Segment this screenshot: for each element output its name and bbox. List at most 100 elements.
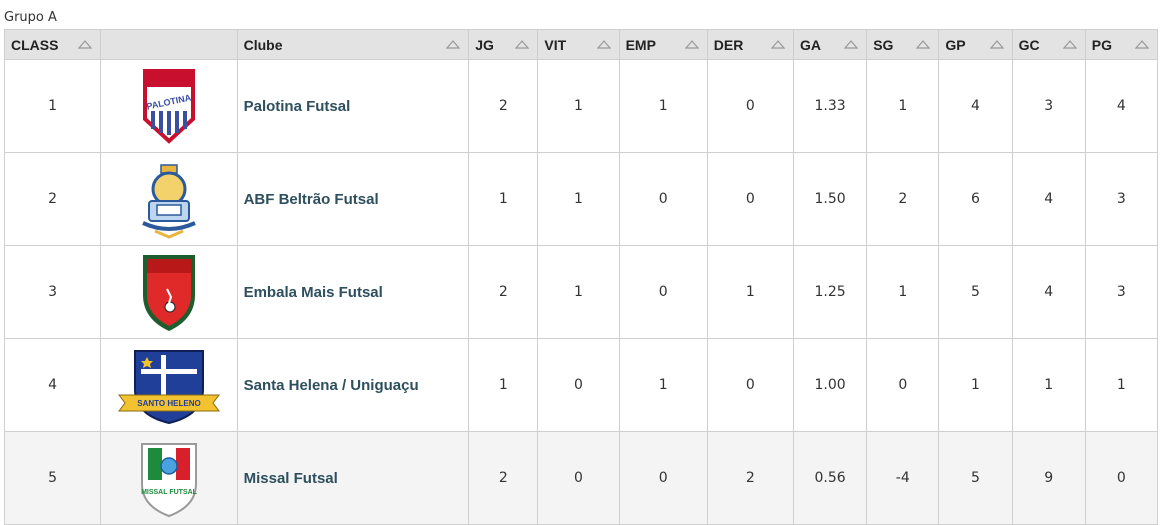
cell-pg: 3 [1084, 245, 1159, 339]
cell-emp: 0 [618, 431, 708, 525]
cell-class: 5 [3, 431, 102, 525]
club-link[interactable]: Missal Futsal [236, 431, 470, 525]
cell-ga: 0.56 [792, 431, 868, 525]
column-header-label: EMP [625, 36, 656, 53]
sort-arrow-icon[interactable] [446, 39, 461, 49]
crest-cell [100, 152, 238, 246]
crest-cell [100, 245, 238, 339]
cell-gp: 5 [938, 431, 1013, 525]
crest-cell: PALOTINA [100, 59, 238, 153]
sort-arrow-icon[interactable] [1062, 39, 1077, 49]
column-header-label: GC [1018, 36, 1040, 53]
column-header-vit[interactable]: VIT [537, 29, 620, 60]
column-header-label: DER [713, 36, 744, 53]
cell-vit: 1 [537, 245, 620, 339]
cell-jg: 1 [468, 152, 539, 246]
cell-pg: 0 [1084, 431, 1159, 525]
column-header-gc[interactable]: GC [1011, 29, 1086, 60]
column-header-label: JG [475, 36, 494, 53]
column-header-gp[interactable]: GP [938, 29, 1013, 60]
santa-helena-crest-icon: SANTO HELENO [117, 350, 220, 425]
sort-arrow-icon[interactable] [78, 39, 93, 49]
palotina-crest-icon: PALOTINA [142, 69, 195, 144]
sort-arrow-icon[interactable] [684, 39, 699, 49]
club-link[interactable]: ABF Beltrão Futsal [236, 152, 470, 246]
cell-jg: 2 [468, 245, 539, 339]
cell-class: 2 [3, 152, 102, 246]
cell-pg: 3 [1084, 152, 1159, 246]
column-header-label: CLASS [11, 36, 59, 53]
crest-text: MISSAL FUTSAL [141, 489, 198, 496]
cell-emp: 1 [618, 338, 708, 432]
club-link[interactable]: Palotina Futsal [236, 59, 470, 153]
cell-gc: 3 [1011, 59, 1086, 153]
column-header-pg[interactable]: PG [1084, 29, 1159, 60]
embala-mais-crest-icon [142, 255, 195, 331]
crest-cell: SANTO HELENO [100, 338, 238, 432]
column-header-label: GA [800, 36, 821, 53]
cell-gp: 5 [938, 245, 1013, 339]
column-header-sg[interactable]: SG [866, 29, 940, 60]
cell-gp: 6 [938, 152, 1013, 246]
cell-vit: 0 [537, 431, 620, 525]
cell-emp: 0 [618, 245, 708, 339]
column-header-clube[interactable]: Clube [236, 29, 470, 60]
column-header-ga[interactable]: GA [792, 29, 868, 60]
cell-der: 2 [706, 431, 795, 525]
abf-beltrao-crest-icon [142, 164, 196, 239]
cell-jg: 2 [468, 431, 539, 525]
cell-sg: 2 [866, 152, 940, 246]
table-row: 1 PALOTINA Palotina Futsal 2 1 1 0 1.33 [3, 59, 1159, 153]
cell-sg: 1 [866, 245, 940, 339]
cell-pg: 4 [1084, 59, 1159, 153]
table-row: 4 SANTO HELENO Santa Helena / Uniguaçu 1… [3, 338, 1159, 432]
cell-sg: -4 [866, 431, 940, 525]
cell-vit: 1 [537, 152, 620, 246]
cell-ga: 1.00 [792, 338, 868, 432]
cell-der: 1 [706, 245, 795, 339]
sort-arrow-icon[interactable] [515, 39, 530, 49]
sort-arrow-icon[interactable] [844, 39, 859, 49]
standings-table: CLASS Clube JG VIT EMP DER GA SG GP GC P… [3, 29, 1159, 525]
cell-jg: 2 [468, 59, 539, 153]
header-row: CLASS Clube JG VIT EMP DER GA SG GP GC P… [3, 29, 1159, 60]
cell-emp: 1 [618, 59, 708, 153]
cell-class: 3 [3, 245, 102, 339]
cell-gc: 4 [1011, 152, 1086, 246]
cell-emp: 0 [618, 152, 708, 246]
crest-cell: MISSAL FUTSAL [100, 431, 238, 525]
cell-gp: 4 [938, 59, 1013, 153]
cell-gc: 4 [1011, 245, 1086, 339]
club-link[interactable]: Embala Mais Futsal [236, 245, 470, 339]
column-header-der[interactable]: DER [706, 29, 795, 60]
sort-arrow-icon[interactable] [596, 39, 611, 49]
column-header-label: SG [873, 36, 894, 53]
cell-der: 0 [706, 59, 795, 153]
table-row: 3 Embala Mais Futsal 2 1 0 1 1.25 1 5 4 … [3, 245, 1159, 339]
column-header-jg[interactable]: JG [468, 29, 539, 60]
cell-gc: 9 [1011, 431, 1086, 525]
sort-arrow-icon[interactable] [989, 39, 1004, 49]
cell-ga: 1.50 [792, 152, 868, 246]
cell-sg: 0 [866, 338, 940, 432]
cell-der: 0 [706, 338, 795, 432]
sort-arrow-icon[interactable] [771, 39, 785, 49]
column-header-class[interactable]: CLASS [3, 29, 102, 60]
cell-vit: 0 [537, 338, 620, 432]
cell-sg: 1 [866, 59, 940, 153]
club-link[interactable]: Santa Helena / Uniguaçu [236, 338, 470, 432]
crest-text: SANTO HELENO [137, 399, 200, 408]
column-header-emp[interactable]: EMP [618, 29, 708, 60]
cell-gp: 1 [938, 338, 1013, 432]
table-row: 5 MISSAL FUTSAL Missal Futsal 2 0 0 2 0.… [3, 431, 1159, 525]
column-header-label: VIT [544, 36, 567, 53]
cell-vit: 1 [537, 59, 620, 153]
column-header-crest [100, 29, 238, 60]
cell-jg: 1 [468, 338, 539, 432]
column-header-label: PG [1091, 36, 1112, 53]
sort-arrow-icon[interactable] [916, 39, 931, 49]
cell-ga: 1.25 [792, 245, 868, 339]
sort-arrow-icon[interactable] [1135, 39, 1149, 49]
cell-ga: 1.33 [792, 59, 868, 153]
missal-crest-icon: MISSAL FUTSAL [140, 443, 198, 518]
